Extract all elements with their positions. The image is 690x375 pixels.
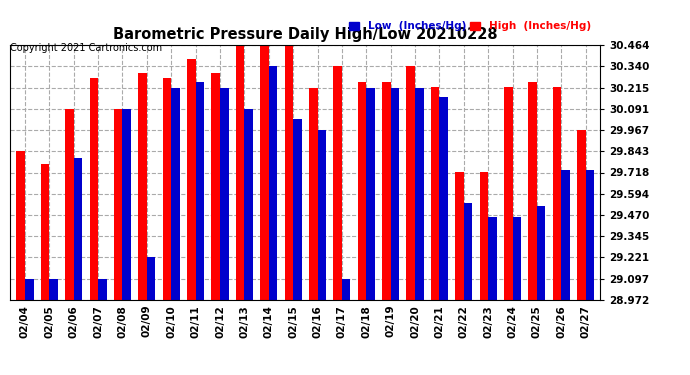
Bar [187, 59, 196, 300]
Bar [284, 46, 293, 300]
Bar [366, 87, 375, 300]
Bar [488, 217, 497, 300]
Bar [504, 87, 513, 300]
Bar [50, 279, 58, 300]
Bar [65, 109, 74, 300]
Bar [114, 109, 123, 300]
Bar [333, 66, 342, 300]
Bar [98, 279, 107, 300]
Bar [561, 171, 570, 300]
Bar [236, 46, 244, 300]
Bar [90, 78, 98, 300]
Bar [171, 87, 180, 300]
Bar [464, 203, 473, 300]
Bar [537, 206, 546, 300]
Bar [25, 279, 34, 300]
Bar [357, 82, 366, 300]
Text: Copyright 2021 Cartronics.com: Copyright 2021 Cartronics.com [10, 43, 162, 53]
Bar [391, 87, 400, 300]
Bar [317, 130, 326, 300]
Bar [123, 109, 131, 300]
Bar [553, 87, 561, 300]
Legend: Low  (Inches/Hg), High  (Inches/Hg): Low (Inches/Hg), High (Inches/Hg) [344, 17, 595, 35]
Bar [163, 78, 171, 300]
Bar [480, 172, 488, 300]
Bar [440, 97, 448, 300]
Bar [577, 130, 586, 300]
Bar [382, 82, 391, 300]
Bar [586, 171, 594, 300]
Bar [138, 73, 147, 300]
Bar [455, 172, 464, 300]
Bar [74, 159, 82, 300]
Bar [41, 164, 50, 300]
Bar [309, 87, 317, 300]
Bar [147, 258, 155, 300]
Bar [196, 82, 204, 300]
Bar [415, 87, 424, 300]
Bar [342, 279, 351, 300]
Bar [513, 217, 521, 300]
Bar [406, 66, 415, 300]
Bar [220, 87, 228, 300]
Title: Barometric Pressure Daily High/Low 20210228: Barometric Pressure Daily High/Low 20210… [113, 27, 497, 42]
Bar [17, 151, 25, 300]
Bar [211, 73, 220, 300]
Bar [431, 87, 440, 300]
Bar [269, 66, 277, 300]
Bar [293, 119, 302, 300]
Bar [244, 109, 253, 300]
Bar [529, 82, 537, 300]
Bar [260, 46, 269, 300]
